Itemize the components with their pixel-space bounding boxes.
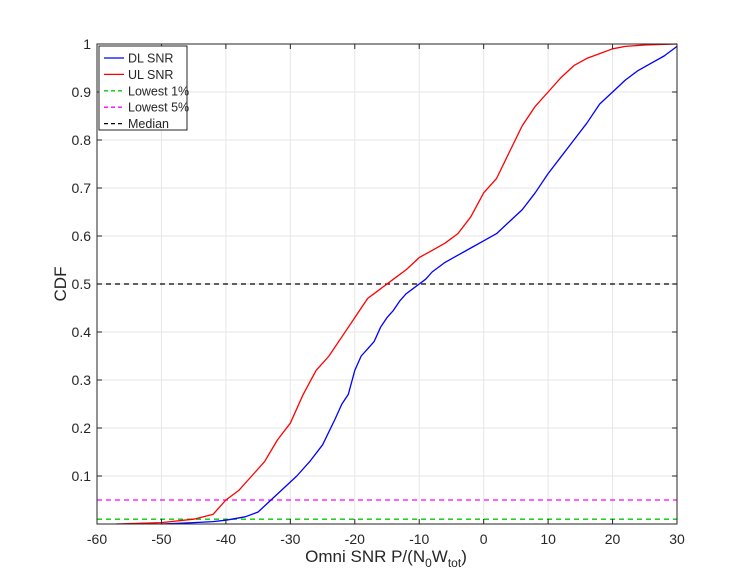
- tick-labels: -60 -50 -40 -30 -20 -10 0 10 20 30 0.1 0.2 0.3 0.4 0.5…: [72, 36, 685, 547]
- x-tick-label: -30: [280, 531, 300, 547]
- y-tick-label: 0.4: [72, 324, 92, 340]
- y-tick-label: 0.2: [72, 420, 92, 436]
- x-axis-label-end: ): [461, 547, 467, 566]
- x-tick-label: -10: [409, 531, 429, 547]
- y-tick-label: 0.3: [72, 372, 92, 388]
- y-tick-label: 0.5: [72, 276, 92, 292]
- x-tick-label: 30: [669, 531, 685, 547]
- legend-label-median: Median: [128, 117, 169, 131]
- y-tick-label: 0.7: [72, 180, 92, 196]
- legend-box: [98, 45, 188, 131]
- x-tick-label: -40: [216, 531, 236, 547]
- x-axis-label-sub-tot: tot: [448, 556, 462, 570]
- x-axis-label-sub-0: 0: [425, 556, 432, 570]
- y-tick-label: 0.6: [72, 228, 92, 244]
- x-tick-label: 20: [605, 531, 621, 547]
- legend-label-dl-snr: DL SNR: [128, 52, 173, 66]
- y-tick-label: 0.1: [72, 468, 92, 484]
- legend-label-lowest-1: Lowest 1%: [128, 84, 189, 98]
- y-axis-label: CDF: [51, 267, 70, 302]
- tick-marks: [96, 43, 678, 524]
- x-tick-label: 0: [480, 531, 488, 547]
- x-axis-label-w: W: [432, 547, 448, 566]
- x-axis-label: Omni SNR P/(N0Wtot): [305, 547, 467, 570]
- x-tick-label: -50: [151, 531, 171, 547]
- legend: DL SNR UL SNR Lowest 1% Lowest 5% Median: [98, 45, 189, 131]
- legend-label-lowest-5: Lowest 5%: [128, 101, 189, 115]
- y-tick-label: 1: [83, 36, 91, 52]
- series-dl-snr-line: [161, 45, 678, 525]
- x-tick-label: -60: [87, 531, 107, 547]
- series-layer: [97, 43, 678, 525]
- y-tick-label: 0.8: [72, 132, 92, 148]
- series-ul-snr-line: [116, 43, 678, 525]
- y-tick-label: 0.9: [72, 84, 92, 100]
- x-tick-label: -20: [345, 531, 365, 547]
- legend-label-ul-snr: UL SNR: [128, 68, 173, 82]
- x-tick-label: 10: [540, 531, 556, 547]
